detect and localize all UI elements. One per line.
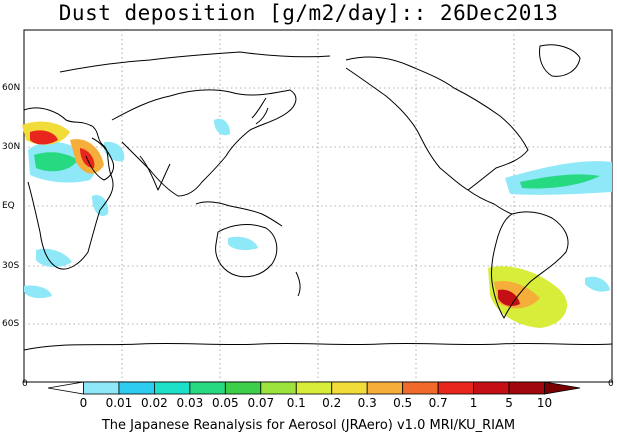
colorbar-level-label: 0.1 xyxy=(287,396,306,410)
coastline-antarctica xyxy=(23,342,613,351)
colorbar-left-end-label: 0 xyxy=(22,379,28,389)
colorbar-swatch-4 xyxy=(189,381,226,395)
dust-area-mediterranean-core xyxy=(30,130,58,145)
gridlines xyxy=(24,30,612,382)
colorbar-level-label: 0.2 xyxy=(322,396,341,410)
colorbar-swatch-13 xyxy=(508,381,545,395)
dust-area-south-atlantic-east xyxy=(585,276,610,292)
colorbar-swatch-6 xyxy=(260,381,297,395)
colorbar-swatch-3 xyxy=(153,381,191,395)
coastline-indonesia xyxy=(195,201,283,227)
colorbar-level-label: 0.5 xyxy=(393,396,412,410)
colorbar-swatch-10 xyxy=(402,381,439,395)
colorbar-level-label: 0.7 xyxy=(429,396,448,410)
colorbar-level-label: 5 xyxy=(505,396,513,410)
coastline-north-america xyxy=(345,56,529,191)
coastlines xyxy=(23,44,613,351)
lat-label-eq: EQ xyxy=(2,201,15,211)
colorbar-swatch-0 xyxy=(47,381,84,395)
colorbar-level-label: 0.05 xyxy=(212,396,239,410)
colorbar-level-label: 0.07 xyxy=(247,396,274,410)
dust-area-east-asia xyxy=(214,118,230,136)
colorbar-swatch-11 xyxy=(437,381,474,395)
lat-label-60n: 60N xyxy=(2,83,21,93)
dust-area-iran xyxy=(104,141,125,162)
dust-area-patagonia-core xyxy=(498,289,520,306)
coastline-asia xyxy=(111,89,297,197)
colorbar-level-label: 0.03 xyxy=(177,396,204,410)
coastline-arctic xyxy=(59,51,331,73)
coastline-south-america xyxy=(491,211,569,319)
colorbar-swatch-9 xyxy=(366,381,404,395)
dust-area-south-atlantic xyxy=(24,285,52,299)
coastline-india xyxy=(139,155,171,191)
footer-credit: The Japanese Reanalysis for Aerosol (JRA… xyxy=(101,418,516,433)
coastline-arabia xyxy=(85,137,115,181)
coastline-australia xyxy=(215,224,278,278)
colorbar-swatch-7 xyxy=(295,381,333,395)
colorbar-level-label: 0.3 xyxy=(358,396,377,410)
colorbar-right-end-label: 0 xyxy=(608,379,614,389)
colorbar-level-label: 10 xyxy=(537,396,552,410)
lat-label-60s: 60S xyxy=(2,319,20,329)
dust-area-atlantic-core xyxy=(520,174,600,189)
lat-label-30n: 30N xyxy=(2,142,21,152)
colorbar-swatch-1 xyxy=(83,381,120,395)
dust-area-australia xyxy=(228,236,258,251)
map-title: Dust deposition [g/m2/day]:: 26Dec2013 xyxy=(58,1,559,25)
colorbar-swatch-8 xyxy=(331,381,368,395)
colorbar-level-label: 0 xyxy=(80,396,88,410)
colorbar: 0 0.01 0.02 0.03 0.05 0.07 0.1 0.2 0.3 0.5 0.7 1 5 10 xyxy=(47,381,581,410)
coastline-greenland xyxy=(539,44,581,77)
colorbar-level-label: 0.02 xyxy=(141,396,168,410)
colorbar-swatch-12 xyxy=(473,381,510,395)
coastline-central-america xyxy=(467,189,513,215)
colorbar-swatch-14 xyxy=(544,381,581,395)
dust-area-north-africa-core xyxy=(34,152,78,172)
colorbar-level-label: 1 xyxy=(470,396,478,410)
coastline-new-zealand xyxy=(295,271,301,297)
dust-shading xyxy=(22,118,612,328)
dust-area-south-africa xyxy=(36,248,72,268)
coastline-japan xyxy=(251,97,269,125)
dust-area-east-africa xyxy=(92,194,109,216)
colorbar-swatch-2 xyxy=(118,381,155,395)
lat-label-30s: 30S xyxy=(2,261,20,271)
colorbar-level-label: 0.01 xyxy=(106,396,133,410)
coastline-europe-africa xyxy=(23,107,114,270)
colorbar-swatch-5 xyxy=(224,381,262,395)
